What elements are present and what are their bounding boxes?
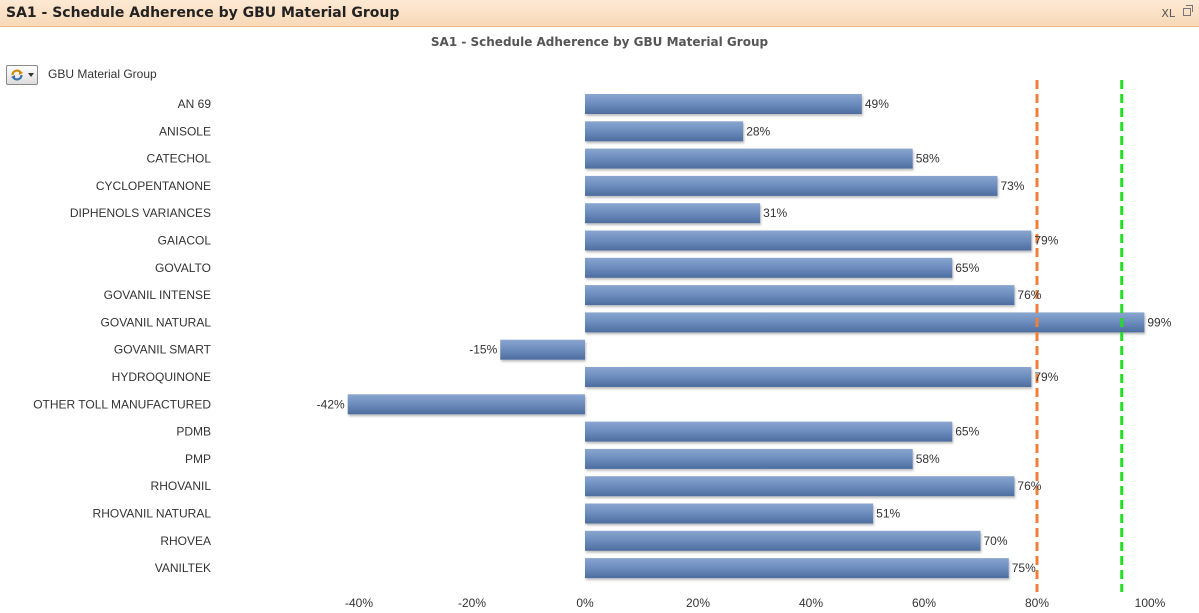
category-label-10: HYDROQUINONE — [112, 370, 211, 384]
category-label-16: RHOVEA — [160, 534, 211, 548]
restore-window-icon[interactable] — [1183, 5, 1193, 16]
bar-16[interactable] — [585, 530, 981, 551]
data-label-17: 75% — [1012, 561, 1036, 575]
bar-2[interactable] — [585, 148, 913, 169]
bar-1[interactable] — [585, 121, 744, 142]
data-label-10: 79% — [1034, 370, 1058, 384]
chevron-down-icon — [28, 73, 34, 77]
x-tick-label-6: 80% — [1025, 596, 1049, 610]
category-label-14: RHOVANIL — [151, 479, 212, 493]
data-label-12: 65% — [955, 425, 979, 439]
x-tick-label-5: 60% — [912, 596, 936, 610]
caption-bar: SA1 - Schedule Adherence by GBU Material… — [0, 0, 1199, 27]
bar-11[interactable] — [347, 394, 585, 415]
chart-title: SA1 - Schedule Adherence by GBU Material… — [430, 35, 769, 49]
dimension-label: GBU Material Group — [48, 67, 157, 81]
xl-export-button[interactable]: XL — [1161, 7, 1175, 20]
bar-6[interactable] — [585, 257, 953, 278]
category-label-6: GOVALTO — [155, 261, 211, 275]
data-label-8: 99% — [1147, 315, 1171, 329]
category-label-13: PMP — [185, 452, 211, 466]
category-label-17: VANILTEK — [155, 561, 211, 575]
bar-4[interactable] — [585, 203, 761, 224]
category-label-9: GOVANIL SMART — [114, 343, 212, 357]
data-label-16: 70% — [984, 534, 1008, 548]
data-label-6: 65% — [955, 261, 979, 275]
cycle-group-icon — [11, 69, 23, 81]
x-tick-label-4: 40% — [799, 596, 823, 610]
data-label-2: 58% — [916, 152, 940, 166]
bar-10[interactable] — [585, 367, 1032, 387]
bar-9[interactable] — [500, 339, 585, 360]
category-label-7: GOVANIL INTENSE — [104, 288, 211, 302]
x-tick-label-3: 20% — [686, 596, 710, 610]
category-label-15: RHOVANIL NATURAL — [93, 507, 212, 521]
cycle-group-button[interactable] — [6, 65, 38, 85]
data-label-4: 31% — [763, 206, 787, 220]
x-tick-label-0: -40% — [345, 596, 373, 610]
data-label-1: 28% — [746, 124, 770, 138]
bar-15[interactable] — [585, 503, 874, 524]
bar-12[interactable] — [585, 421, 953, 442]
category-label-4: DIPHENOLS VARIANCES — [70, 206, 211, 220]
bar-17[interactable] — [585, 558, 1009, 579]
data-label-0: 49% — [865, 97, 889, 111]
category-label-3: CYCLOPENTANONE — [96, 179, 211, 193]
caption-title: SA1 - Schedule Adherence by GBU Material… — [6, 5, 400, 21]
x-tick-label-7: 100% — [1135, 596, 1166, 610]
bar-5[interactable] — [585, 230, 1032, 251]
bar-0[interactable] — [585, 94, 862, 114]
data-label-15: 51% — [876, 507, 900, 521]
category-label-2: CATECHOL — [147, 152, 212, 166]
category-label-5: GAIACOL — [158, 234, 212, 248]
data-label-7: 76% — [1017, 288, 1041, 302]
x-tick-label-2: 0% — [576, 596, 594, 610]
data-label-3: 73% — [1000, 179, 1024, 193]
bar-7[interactable] — [585, 285, 1015, 306]
data-label-11: -42% — [317, 397, 345, 411]
data-label-13: 58% — [916, 452, 940, 466]
data-label-9: -15% — [469, 343, 497, 357]
x-tick-label-1: -20% — [458, 596, 486, 610]
category-label-12: PDMB — [176, 425, 211, 439]
data-label-14: 76% — [1017, 479, 1041, 493]
bar-8[interactable] — [585, 312, 1145, 333]
category-label-0: AN 69 — [178, 97, 212, 111]
category-label-8: GOVANIL NATURAL — [101, 315, 212, 329]
bar-3[interactable] — [585, 175, 998, 196]
bar-13[interactable] — [585, 448, 913, 469]
bar-14[interactable] — [585, 476, 1015, 497]
category-label-1: ANISOLE — [159, 124, 211, 138]
data-label-5: 79% — [1034, 234, 1058, 248]
category-label-11: OTHER TOLL MANUFACTURED — [33, 397, 211, 411]
